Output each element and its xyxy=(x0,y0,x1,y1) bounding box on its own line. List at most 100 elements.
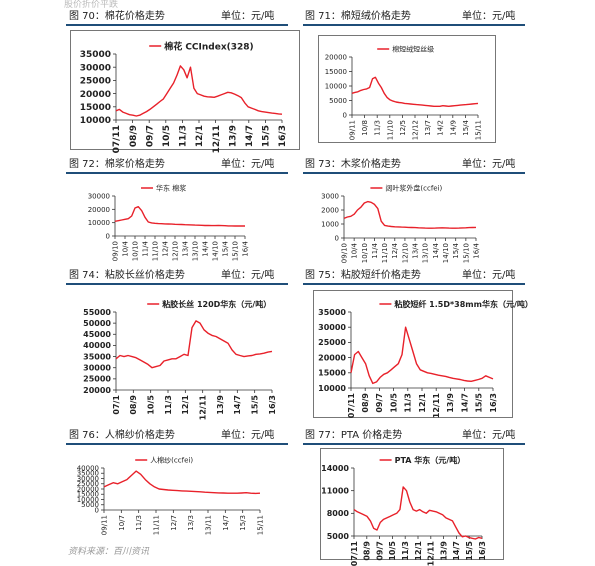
x-tick-label: 14/4 xyxy=(432,242,440,258)
x-tick-label: 13/9 xyxy=(446,393,455,413)
series-line xyxy=(350,326,494,385)
y-tick-label: 15000 xyxy=(318,369,346,378)
x-tick-label: 12/1 xyxy=(414,541,423,561)
y-tick-label: 45000 xyxy=(83,330,111,339)
fig77-unit: 单位：元/吨 xyxy=(462,430,516,441)
y-tick-label: 25000 xyxy=(318,338,346,347)
y-tick-label: 14000 xyxy=(321,464,349,473)
x-tick-label: 15/4 xyxy=(452,242,460,258)
x-tick-label: 14/10 xyxy=(211,241,219,261)
series-line xyxy=(343,200,477,229)
x-tick-label: 08/9 xyxy=(129,395,138,415)
x-tick-label: 11/10 xyxy=(386,120,394,140)
x-tick-label: 10/4 xyxy=(351,242,359,258)
x-tick-label: 16/4 xyxy=(472,242,480,258)
x-tick-label: 07/1 xyxy=(112,395,121,415)
x-tick-label: 11/10 xyxy=(151,241,159,261)
x-tick-label: 10/8 xyxy=(361,120,369,136)
y-tick-label: 20000 xyxy=(83,386,111,395)
x-tick-label: 10/7 xyxy=(118,515,126,531)
fig76-rule xyxy=(66,443,288,445)
x-tick-label: 11/3 xyxy=(404,393,413,413)
y-tick-label: 30000 xyxy=(77,475,99,483)
x-tick-label: 16/3 xyxy=(278,125,288,147)
fig76-unit: 单位：元/吨 xyxy=(221,430,275,441)
y-tick-label: 20000 xyxy=(77,485,99,493)
y-tick-label: 40000 xyxy=(77,464,99,472)
x-tick-label: 10/10 xyxy=(361,243,369,263)
x-tick-label: 09/7 xyxy=(145,125,155,147)
fig72-title: 图 72：棉浆价格走势 xyxy=(69,159,165,170)
x-tick-label: 15/5 xyxy=(250,395,259,415)
x-tick-label: 13/7 xyxy=(424,120,432,136)
x-tick-label: 09/7 xyxy=(375,541,384,561)
y-tick-label: 0 xyxy=(95,506,99,514)
y-tick-label: 25000 xyxy=(80,77,111,87)
chart-72-cotton-pulp: 华东 棉浆 0 10000 20000 30000 09/10 10/4 10/10 11/4 1… xyxy=(85,178,265,262)
x-tick-label: 11/3 xyxy=(401,541,410,561)
y-tick-label: 30000 xyxy=(88,192,110,200)
x-tick-label: 08/9 xyxy=(363,541,372,561)
x-tick-label: 15/3 xyxy=(239,515,247,531)
y-tick-label: 20000 xyxy=(325,53,347,61)
fig73-rule xyxy=(303,172,525,174)
x-tick-label: 13/10 xyxy=(422,243,430,263)
chart-frame xyxy=(318,35,496,143)
x-tick-label: 09/10 xyxy=(111,241,119,261)
x-tick-label: 13/9 xyxy=(439,541,448,561)
y-tick-label: 10000 xyxy=(77,496,99,504)
y-tick-label: 0 xyxy=(106,232,110,240)
chart-75-viscose-staple: 粘胶短纤 1.5D*38mm华东（元/吨） 10000 15000 20000 2500… xyxy=(313,290,533,418)
fig70-title: 图 70：棉花价格走势 xyxy=(69,11,165,22)
x-tick-label: 11/3 xyxy=(135,515,143,531)
x-tick-label: 12/7 xyxy=(170,515,178,531)
x-tick-label: 16/4 xyxy=(241,240,249,256)
x-tick-label: 11/4 xyxy=(141,240,149,256)
x-tick-label: 15/11 xyxy=(474,120,482,140)
y-tick-label: 5000 xyxy=(81,501,99,509)
x-tick-label: 13/11 xyxy=(204,515,212,535)
chart-74-viscose-filament: 粘胶长丝 120D华东（元/吨） 20000 25000 30000 35000 4000… xyxy=(70,290,292,420)
x-tick-label: 15/4 xyxy=(462,119,470,135)
y-tick-label: 5000 xyxy=(329,97,347,105)
x-tick-label: 12/4 xyxy=(391,242,399,258)
legend-label: PTA 华东（元/吨） xyxy=(395,455,466,465)
x-tick-label: 12/4 xyxy=(161,240,169,256)
x-tick-label: 13/10 xyxy=(191,241,199,261)
fig72-unit: 单位：元/吨 xyxy=(221,159,275,170)
chart-77-pta: PTA 华东（元/吨） 5000 8000 11000 14000 07/11 08/9 09… xyxy=(320,448,504,566)
x-tick-label: 07/11 xyxy=(350,541,359,566)
legend-label: 粘胶短纤 1.5D*38mm华东（元/吨） xyxy=(393,299,533,309)
series-line xyxy=(115,65,283,117)
series-line xyxy=(114,206,245,227)
x-tick-label: 08/9 xyxy=(129,125,139,147)
fig74-title: 图 74：粘胶长丝价格走势 xyxy=(69,270,185,281)
x-tick-label: 16/3 xyxy=(489,393,498,413)
fig77-rule xyxy=(303,443,525,445)
x-tick-label: 10/5 xyxy=(388,541,397,561)
x-tick-label: 08/9 xyxy=(361,393,370,413)
x-tick-label: 12/1 xyxy=(195,125,205,147)
fig75-rule xyxy=(303,283,525,285)
series-line xyxy=(351,76,479,108)
legend-label: 人棉纱(ccfei) xyxy=(150,456,193,465)
x-tick-label: 15/5 xyxy=(475,393,484,413)
fig74-rule xyxy=(66,283,288,285)
x-tick-label: 07/11 xyxy=(112,125,122,153)
fig75-unit: 单位：元/吨 xyxy=(462,270,516,281)
x-tick-label: 15/5 xyxy=(262,125,272,147)
chart-frame xyxy=(313,290,513,418)
y-tick-label: 35000 xyxy=(83,352,111,361)
fig77-title: 图 77：PTA 价格走势 xyxy=(305,430,403,441)
x-tick-label: 13/3 xyxy=(187,515,195,531)
x-tick-label: 11/3 xyxy=(164,395,173,415)
x-tick-label: 11/3 xyxy=(374,120,382,136)
x-tick-label: 12/10 xyxy=(171,241,179,261)
y-tick-label: 10000 xyxy=(318,384,346,393)
chart-frame xyxy=(70,30,300,150)
x-tick-label: 14/7 xyxy=(245,125,255,147)
x-tick-label: 15/5 xyxy=(465,541,474,561)
series-line xyxy=(353,486,483,540)
y-tick-label: 1000 xyxy=(321,220,339,228)
x-tick-label: 14/7 xyxy=(460,393,469,413)
